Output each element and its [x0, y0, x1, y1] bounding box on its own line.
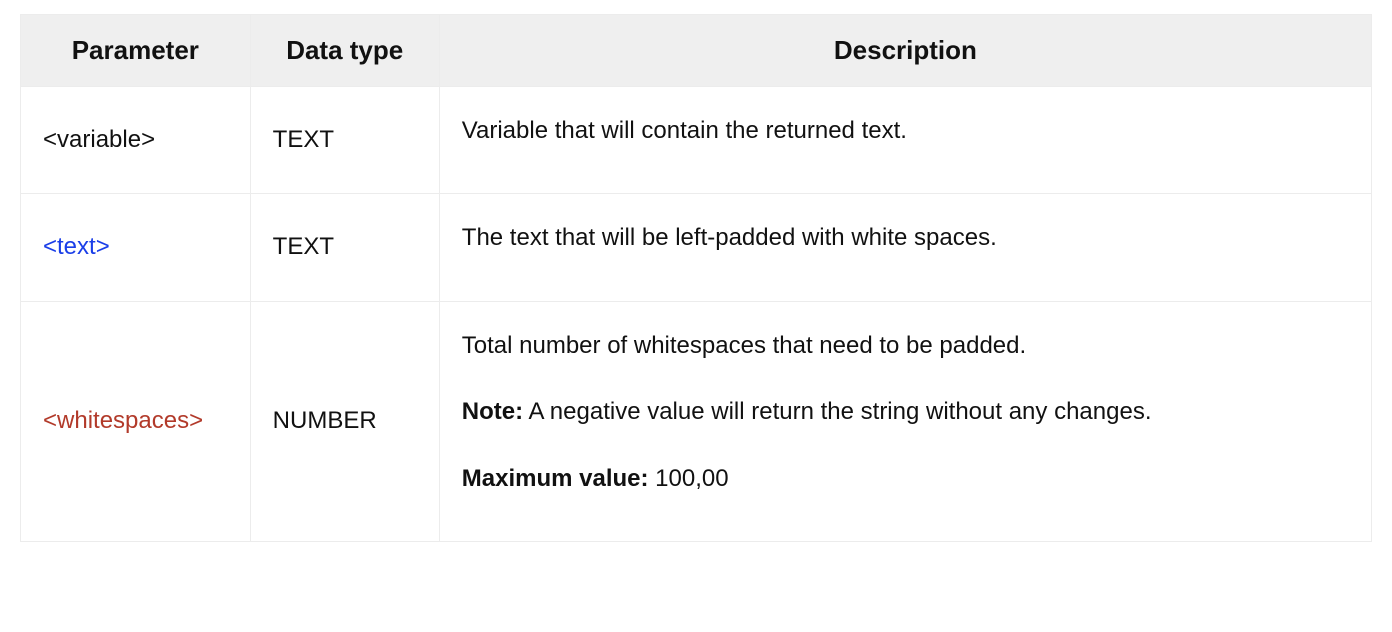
cell-description: Total number of whitespaces that need to… [439, 301, 1371, 541]
table-header-row: Parameter Data type Description [21, 15, 1372, 87]
parameters-table: Parameter Data type Description <variabl… [20, 14, 1372, 542]
cell-parameter: <whitespaces> [21, 301, 251, 541]
cell-description: Variable that will contain the returned … [439, 87, 1371, 194]
cell-parameter: <text> [21, 194, 251, 301]
table-row: <whitespaces>NUMBER Total number of white… [21, 301, 1372, 541]
table-row: <text>TEXT The text that will be left-pad… [21, 194, 1372, 301]
cell-parameter: <variable> [21, 87, 251, 194]
description-text: A negative value will return the string … [523, 398, 1151, 425]
cell-datatype: TEXT [250, 194, 439, 301]
description-line: Variable that will contain the returned … [462, 115, 1349, 147]
col-header-description: Description [439, 15, 1371, 87]
parameters-table-container: Parameter Data type Description <variabl… [0, 0, 1392, 542]
description-label: Maximum value: [462, 465, 649, 492]
table-row: <variable>TEXT Variable that will contain… [21, 87, 1372, 194]
cell-description: The text that will be left-padded with w… [439, 194, 1371, 301]
description-line: Note: A negative value will return the s… [462, 396, 1349, 428]
col-header-datatype: Data type [250, 15, 439, 87]
description-line: Total number of whitespaces that need to… [462, 330, 1349, 362]
cell-datatype: NUMBER [250, 301, 439, 541]
cell-datatype: TEXT [250, 87, 439, 194]
description-text: 100,00 [649, 465, 729, 492]
description-line: Maximum value: 100,00 [462, 463, 1349, 495]
description-label: Note: [462, 398, 523, 425]
col-header-parameter: Parameter [21, 15, 251, 87]
description-line: The text that will be left-padded with w… [462, 222, 1349, 254]
table-body: <variable>TEXT Variable that will contain… [21, 87, 1372, 542]
